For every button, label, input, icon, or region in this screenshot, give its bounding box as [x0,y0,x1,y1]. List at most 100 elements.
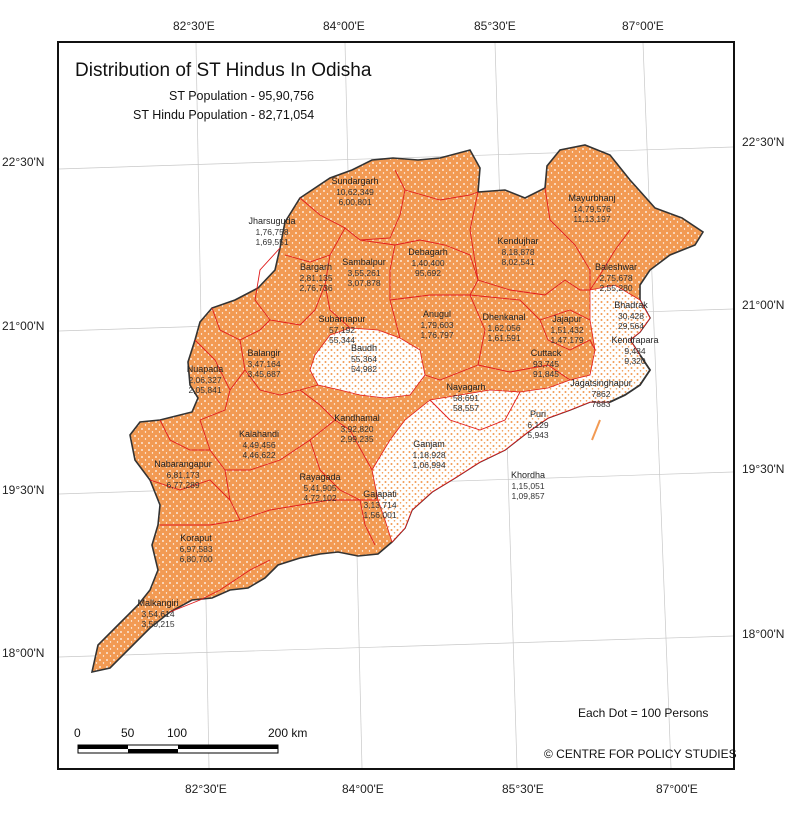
sparse-districts [309,284,651,543]
district-st-hindu-population: 1,06,994 [412,460,445,470]
district-st-population: 57,192 [329,325,355,335]
district-st-population: 1,40,400 [411,258,444,268]
district-name: Kendujhar [497,236,538,246]
right-lat-label-2: 21°00'N [742,298,785,312]
district-name: Nuapada [187,364,224,374]
district-name: Kalahandi [239,429,279,439]
district-st-hindu-population: 6,80,700 [179,554,212,564]
district-name: Baleshwar [595,262,637,272]
district-name: Sundargarh [331,176,378,186]
district-name: Kandhamal [334,413,380,423]
district-st-population: 9,484 [624,346,646,356]
district-name: Jharsuguda [248,216,295,226]
district-name: Ganjam [413,439,445,449]
district-st-hindu-population: 1,56,001 [363,510,396,520]
district-st-population: 3,55,261 [347,268,380,278]
district-st-population: 3,13,714 [363,500,396,510]
district-name: Puri [530,409,546,419]
district-st-hindu-population: 3,07,878 [347,278,380,288]
district-st-population: 1,62,056 [487,323,520,333]
district-name: Subarnapur [318,314,365,324]
district-st-hindu-population: 3,45,687 [247,369,280,379]
district-boundaries [149,169,631,613]
coast [591,354,652,441]
district-st-population: 7862 [592,389,611,399]
right-lat-label-4: 18°00'N [742,627,785,641]
left-lat-label-1: 22°30'N [2,155,45,169]
district-st-hindu-population: 1,69,551 [255,237,288,247]
district-st-population: 3,47,164 [247,359,280,369]
district-name: Baudh [351,343,377,353]
district-st-population: 2,75,678 [599,273,632,283]
district-st-hindu-population: 6,00,801 [338,197,371,207]
district-st-hindu-population: 5,943 [527,430,549,440]
top-lon-label-3: 85°30'E [474,19,516,33]
district-st-hindu-population: 3,50,215 [141,619,174,629]
district-name: Mayurbhanj [568,193,615,203]
district-st-population: 6,97,583 [179,544,212,554]
district-st-population: 58,691 [453,393,479,403]
district-st-population: 4,49,456 [242,440,275,450]
district-name: Rayagada [299,472,340,482]
district-st-hindu-population: 54,982 [351,364,377,374]
district-name: Nabarangapur [154,459,212,469]
district-st-hindu-population: 4,72,102 [303,493,336,503]
left-lat-label-3: 19°30'N [2,483,45,497]
district-name: Koraput [180,533,212,543]
bottom-lon-label-2: 84°00'E [342,782,384,796]
district-name: Gajapati [363,489,397,499]
left-lat-label-2: 21°00'N [2,319,45,333]
district-st-population: 1,76,758 [255,227,288,237]
district-name: Debagarh [408,247,448,257]
district-name: Dhenkanal [482,312,525,322]
dot-value-note: Each Dot = 100 Persons [578,706,709,720]
district-name: Jajapur [552,314,582,324]
st-hindu-population-text: ST Hindu Population - 82,71,054 [133,108,315,122]
district-st-hindu-population: 29,564 [618,321,644,331]
district-st-hindu-population: 2,99,235 [340,434,373,444]
district-st-hindu-population: 1,76,797 [420,330,453,340]
district-st-hindu-population: 2,05,841 [188,385,221,395]
right-lat-label-1: 22°30'N [742,135,785,149]
district-st-population: 3,54,614 [141,609,174,619]
district-st-hindu-population: 1,61,591 [487,333,520,343]
district-st-population: 14,79,576 [573,204,611,214]
district-name: Kendrapara [611,335,658,345]
district-st-hindu-population: 7683 [592,399,611,409]
top-lon-label-4: 87°00'E [622,19,664,33]
credit-text: © CENTRE FOR POLICY STUDIES [544,747,737,761]
district-name: Sambalpur [342,257,386,267]
district-st-hindu-population: 55,344 [329,335,355,345]
bottom-lon-label-1: 82°30'E [185,782,227,796]
district-st-hindu-population: 1,09,857 [511,491,544,501]
district-name: Malkangiri [137,598,178,608]
district-name: Khordha [511,470,545,480]
st-population-text: ST Population - 95,90,756 [169,89,315,103]
district-st-population: 5,41,905 [303,483,336,493]
scale-label-50: 50 [121,726,135,740]
left-lat-label-4: 18°00'N [2,646,45,660]
bottom-lon-label-4: 87°00'E [656,782,698,796]
district-st-hindu-population: 95,692 [415,268,441,278]
district-name: Cuttack [531,348,562,358]
district-st-population: 3,92,820 [340,424,373,434]
district-st-population: 6,129 [527,420,549,430]
